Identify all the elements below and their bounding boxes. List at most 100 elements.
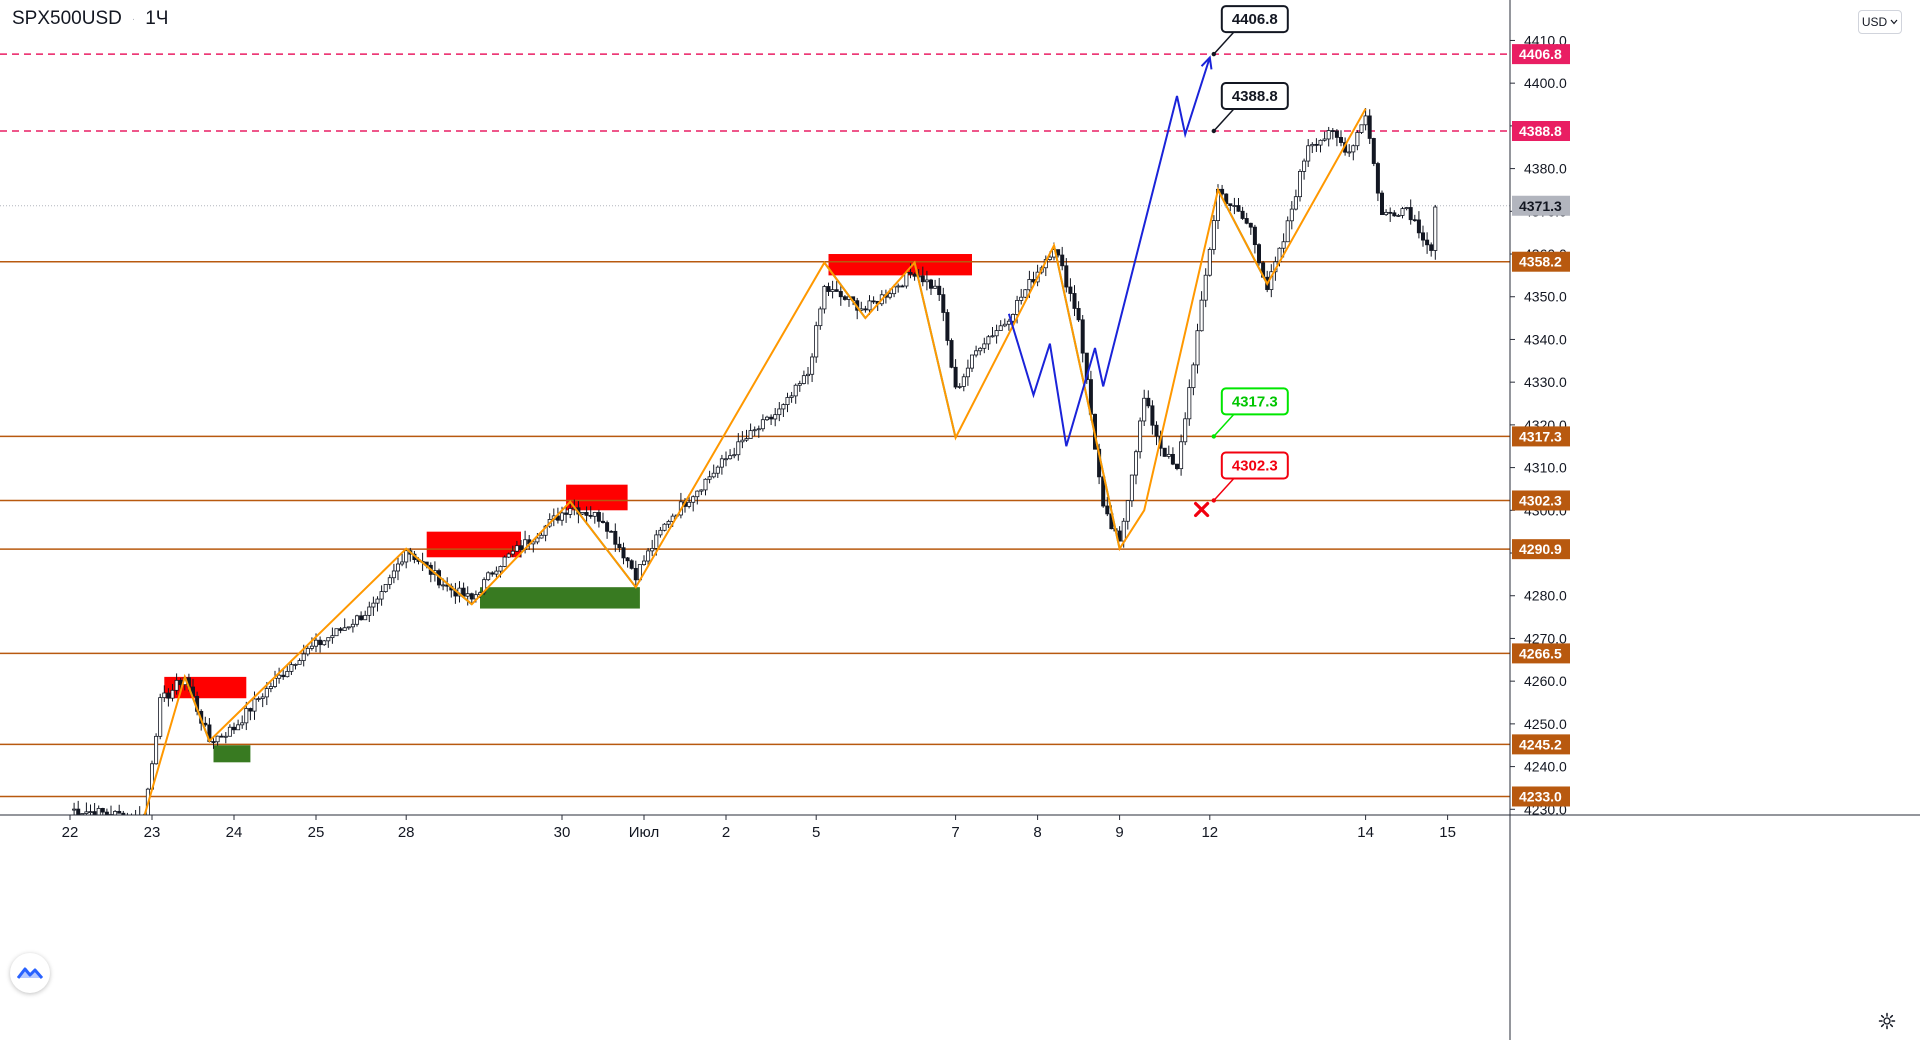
candle[interactable] bbox=[404, 549, 409, 569]
candle[interactable] bbox=[211, 737, 216, 749]
candle[interactable] bbox=[1289, 201, 1294, 230]
candle[interactable] bbox=[1429, 242, 1434, 257]
candle[interactable] bbox=[732, 447, 737, 459]
candle[interactable] bbox=[486, 571, 491, 582]
candle[interactable] bbox=[1187, 379, 1192, 426]
candle[interactable] bbox=[1339, 130, 1344, 147]
candle[interactable] bbox=[1195, 323, 1200, 374]
candle[interactable] bbox=[1236, 198, 1241, 212]
candle[interactable] bbox=[1211, 215, 1216, 255]
candle[interactable] bbox=[994, 324, 999, 344]
candle[interactable] bbox=[752, 426, 757, 437]
candle[interactable] bbox=[1326, 126, 1331, 147]
candle[interactable] bbox=[777, 402, 782, 422]
candle[interactable] bbox=[900, 284, 905, 288]
candle[interactable] bbox=[982, 337, 987, 354]
candle[interactable] bbox=[1322, 131, 1327, 142]
candle[interactable] bbox=[1302, 158, 1307, 180]
candle[interactable] bbox=[596, 509, 601, 528]
candle[interactable] bbox=[1146, 390, 1151, 409]
candle[interactable] bbox=[1384, 209, 1389, 216]
level-price-badge[interactable] bbox=[1512, 734, 1570, 755]
candle[interactable] bbox=[281, 669, 286, 680]
candle[interactable] bbox=[231, 722, 236, 734]
candle[interactable] bbox=[1421, 225, 1426, 247]
candle[interactable] bbox=[986, 335, 991, 350]
candle[interactable] bbox=[305, 646, 310, 657]
candle[interactable] bbox=[924, 270, 929, 291]
candle[interactable] bbox=[834, 280, 839, 292]
current-price-badge[interactable] bbox=[1512, 195, 1570, 216]
candle[interactable] bbox=[1080, 315, 1085, 363]
candle[interactable] bbox=[76, 800, 81, 817]
candle[interactable] bbox=[293, 663, 298, 670]
candle[interactable] bbox=[502, 555, 507, 568]
candle[interactable] bbox=[707, 470, 712, 484]
candle[interactable] bbox=[227, 724, 232, 737]
interval-label[interactable]: 1Ч bbox=[145, 8, 169, 29]
candle[interactable] bbox=[617, 536, 622, 553]
candle[interactable] bbox=[1293, 189, 1298, 211]
candle[interactable] bbox=[748, 423, 753, 439]
candle[interactable] bbox=[822, 284, 827, 314]
level-price-badge[interactable] bbox=[1512, 44, 1570, 65]
candle[interactable] bbox=[395, 556, 400, 581]
candle[interactable] bbox=[170, 684, 175, 702]
candle[interactable] bbox=[867, 295, 872, 316]
candle[interactable] bbox=[625, 556, 630, 568]
candle[interactable] bbox=[912, 272, 917, 281]
candle[interactable] bbox=[797, 380, 802, 392]
candle[interactable] bbox=[363, 610, 368, 621]
candle[interactable] bbox=[322, 639, 327, 646]
candle[interactable] bbox=[342, 618, 347, 631]
candle[interactable] bbox=[1412, 214, 1417, 222]
candle[interactable] bbox=[650, 539, 655, 557]
candle[interactable] bbox=[1248, 222, 1253, 235]
candle[interactable] bbox=[818, 306, 823, 330]
candle[interactable] bbox=[703, 478, 708, 496]
candle[interactable] bbox=[863, 305, 868, 313]
candle[interactable] bbox=[1076, 301, 1081, 322]
level-price-badge[interactable] bbox=[1512, 539, 1570, 560]
candle[interactable] bbox=[830, 280, 835, 299]
candle[interactable] bbox=[937, 277, 942, 302]
candle[interactable] bbox=[248, 707, 253, 721]
candle[interactable] bbox=[350, 618, 355, 633]
candle[interactable] bbox=[719, 454, 724, 475]
candle[interactable] bbox=[1298, 169, 1303, 202]
candle[interactable] bbox=[658, 527, 663, 538]
price-callout[interactable]: 4302.3 bbox=[1211, 451, 1289, 503]
candle[interactable] bbox=[699, 489, 704, 496]
candle[interactable] bbox=[244, 701, 249, 731]
candle[interactable] bbox=[789, 391, 794, 403]
candle[interactable] bbox=[1306, 139, 1311, 167]
candle[interactable] bbox=[1355, 130, 1360, 151]
candle[interactable] bbox=[1228, 203, 1233, 212]
candle[interactable] bbox=[285, 665, 290, 678]
candle[interactable] bbox=[490, 571, 495, 577]
candle[interactable] bbox=[609, 530, 614, 533]
candle[interactable] bbox=[1150, 400, 1155, 435]
candle[interactable] bbox=[330, 627, 335, 644]
candle[interactable] bbox=[1142, 389, 1147, 427]
price-callout[interactable]: 4406.8 bbox=[1211, 5, 1289, 57]
candle[interactable] bbox=[1367, 109, 1372, 144]
candle[interactable] bbox=[1191, 362, 1196, 396]
candle[interactable] bbox=[970, 354, 975, 373]
candle[interactable] bbox=[387, 574, 392, 590]
candle[interactable] bbox=[1371, 137, 1376, 167]
candle[interactable] bbox=[806, 366, 811, 385]
candle[interactable] bbox=[1359, 124, 1364, 135]
candle[interactable] bbox=[920, 266, 925, 287]
candle[interactable] bbox=[1244, 212, 1249, 225]
candle[interactable] bbox=[256, 696, 261, 702]
candle[interactable] bbox=[826, 282, 831, 296]
candle[interactable] bbox=[334, 628, 339, 637]
candle[interactable] bbox=[1269, 264, 1274, 298]
candle[interactable] bbox=[691, 495, 696, 512]
candle[interactable] bbox=[1232, 197, 1237, 215]
candle[interactable] bbox=[781, 403, 786, 418]
candle[interactable] bbox=[621, 542, 626, 565]
candle[interactable] bbox=[998, 320, 1003, 331]
candle[interactable] bbox=[1240, 206, 1245, 220]
